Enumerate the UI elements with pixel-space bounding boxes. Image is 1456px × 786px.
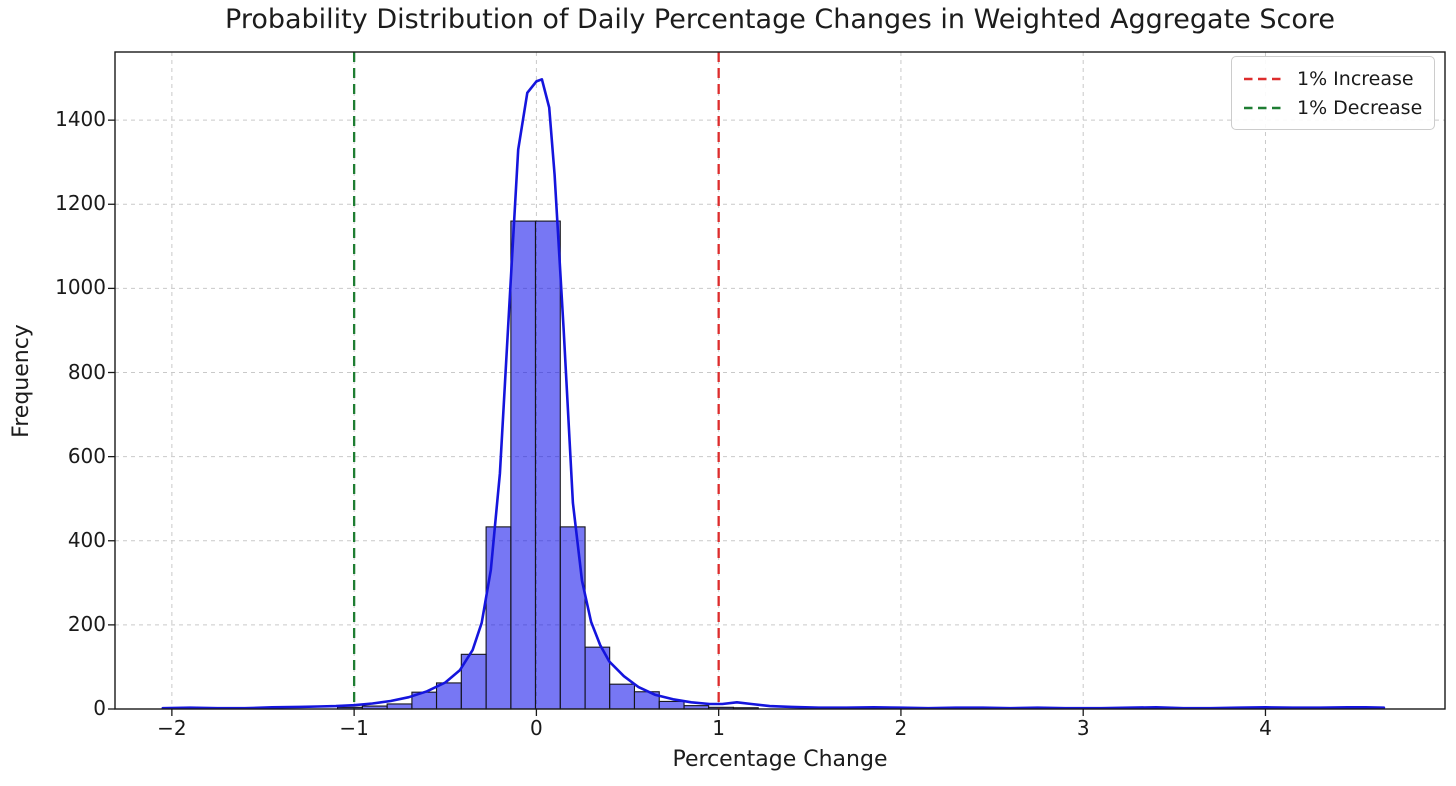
x-tick-label: 3 (1076, 716, 1090, 740)
chart-title: Probability Distribution of Daily Percen… (225, 4, 1335, 35)
y-tick-label: 1000 (55, 275, 106, 300)
y-axis-tick-labels: 0 200 400 600 800 1000 1200 1400 (0, 0, 106, 786)
histogram-bar (584, 646, 611, 710)
y-tick-label: 600 (67, 443, 106, 468)
red-dashed-line-icon (1244, 77, 1284, 80)
x-axis-title: Percentage Change (672, 747, 888, 772)
histogram-bar (510, 220, 537, 710)
x-tick-label: −2 (157, 716, 187, 740)
plot-area (108, 51, 1446, 716)
x-tick-label: −1 (339, 716, 369, 740)
y-tick-label: 200 (67, 611, 106, 636)
x-tick-label: 2 (894, 716, 908, 740)
legend-item-increase: 1% Increase (1243, 64, 1422, 93)
x-tick-label: 4 (1259, 716, 1272, 740)
histogram-bar (534, 220, 561, 710)
axes-spines (114, 51, 1446, 710)
histogram-bar (609, 683, 636, 710)
legend-item-decrease: 1% Decrease (1243, 93, 1422, 122)
histogram-bar (658, 700, 685, 710)
y-axis-title: Frequency (9, 324, 34, 438)
histogram-bar (485, 526, 512, 710)
x-tick-label: 1 (712, 716, 726, 740)
y-tick-label: 0 (93, 696, 106, 720)
histogram-bar (559, 526, 586, 710)
y-tick-label: 1200 (55, 191, 106, 216)
green-dashed-line-icon (1244, 106, 1284, 109)
legend-label-increase: 1% Increase (1297, 67, 1414, 90)
y-tick-label: 400 (67, 527, 106, 552)
x-tick-label: 0 (530, 716, 543, 740)
y-tick-label: 800 (67, 359, 106, 384)
kde-curve (161, 77, 1386, 710)
legend-label-decrease: 1% Decrease (1297, 96, 1423, 119)
histogram-bar (386, 703, 413, 710)
y-tick-label: 1400 (55, 107, 106, 132)
histogram-bar (435, 682, 462, 710)
legend: 1% Increase 1% Decrease (1231, 56, 1436, 130)
